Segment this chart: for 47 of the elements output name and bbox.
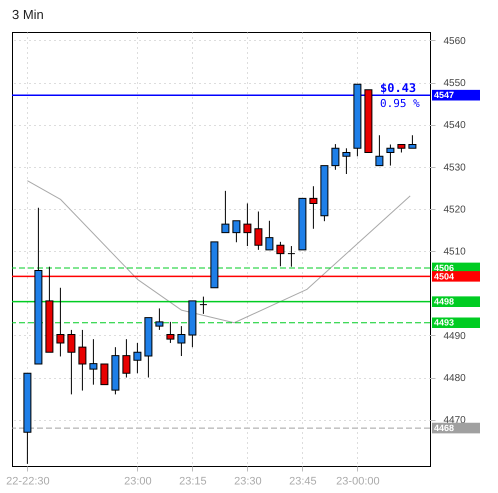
candlestick bbox=[232, 220, 240, 243]
candlestick bbox=[331, 144, 340, 170]
y-tick-label: 4520 bbox=[444, 204, 466, 216]
y-tick-label: 4550 bbox=[444, 78, 466, 90]
candlestick bbox=[89, 338, 98, 386]
ref-line-label: 4504 bbox=[434, 271, 454, 282]
annotation: 0.95 % bbox=[380, 97, 420, 110]
ref-line-label: 4547 bbox=[434, 90, 454, 100]
candlestick bbox=[166, 321, 174, 344]
candlestick bbox=[122, 338, 130, 378]
y-tick-label: 4480 bbox=[444, 373, 466, 384]
candlestick bbox=[177, 326, 186, 357]
line-series bbox=[26, 180, 411, 324]
x-tick-label: 23:45 bbox=[289, 476, 317, 488]
ref-line-label: 4498 bbox=[434, 296, 454, 307]
candlestick bbox=[265, 220, 274, 250]
candlestick bbox=[287, 246, 296, 268]
ref-line-label: 4506 bbox=[434, 262, 454, 273]
candlestick bbox=[133, 342, 142, 374]
chart-title: 3 Min bbox=[12, 7, 44, 22]
candlestick bbox=[342, 148, 350, 174]
candlestick bbox=[221, 190, 230, 234]
candlestick bbox=[199, 296, 208, 314]
candlestick bbox=[375, 134, 384, 166]
y-tick-label: 4540 bbox=[444, 120, 466, 132]
x-tick-label: 22-22:30 bbox=[6, 476, 50, 488]
annotation: $0.43 bbox=[380, 81, 416, 95]
y-tick-label: 4560 bbox=[444, 36, 466, 47]
candlestick bbox=[276, 241, 284, 267]
ref-line-label: 4493 bbox=[434, 318, 454, 328]
x-tick-label: 23-00:00 bbox=[336, 476, 380, 488]
x-tick-label: 23:00 bbox=[124, 476, 152, 488]
candlestick bbox=[254, 211, 262, 250]
x-tick-label: 23:30 bbox=[234, 476, 262, 488]
x-tick-label: 23:15 bbox=[179, 476, 207, 488]
candlestick bbox=[386, 144, 394, 166]
candlestick bbox=[155, 308, 164, 330]
candlestick bbox=[67, 329, 76, 395]
y-tick-label: 4510 bbox=[444, 246, 466, 258]
candlestick bbox=[309, 186, 318, 230]
candlestick bbox=[78, 329, 86, 392]
candlestick bbox=[56, 287, 64, 357]
candlestick bbox=[408, 134, 416, 149]
y-tick-label: 4530 bbox=[444, 162, 466, 174]
candlestick bbox=[100, 364, 108, 386]
candlestick bbox=[243, 202, 252, 247]
y-tick-label: 4490 bbox=[444, 330, 466, 342]
